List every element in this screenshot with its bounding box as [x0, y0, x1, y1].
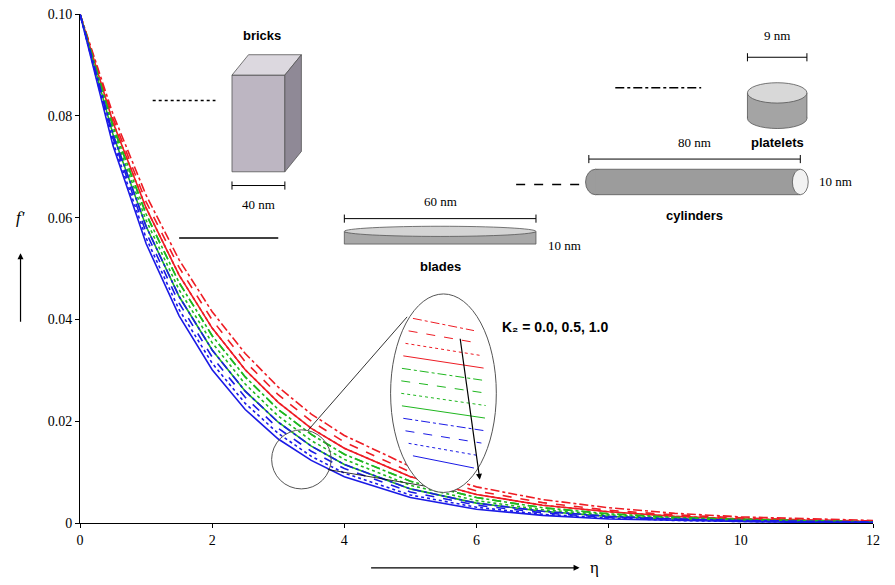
svg-text:10 nm: 10 nm — [548, 238, 581, 253]
svg-text:0.04: 0.04 — [48, 312, 73, 327]
svg-text:platelets: platelets — [751, 135, 804, 150]
svg-text:60 nm: 60 nm — [424, 194, 457, 209]
svg-text:0.08: 0.08 — [48, 109, 73, 124]
svg-text:0.10: 0.10 — [48, 7, 73, 22]
svg-text:6: 6 — [473, 533, 480, 548]
svg-text:40 nm: 40 nm — [242, 197, 275, 212]
svg-text:2: 2 — [209, 533, 216, 548]
svg-text:0.06: 0.06 — [48, 211, 73, 226]
svg-text:f': f' — [16, 208, 25, 227]
svg-text:12: 12 — [866, 533, 880, 548]
svg-text:0: 0 — [65, 516, 72, 531]
svg-text:cylinders: cylinders — [666, 208, 723, 223]
svg-text:8: 8 — [605, 533, 612, 548]
svg-text:10 nm: 10 nm — [819, 174, 852, 189]
svg-text:80 nm: 80 nm — [678, 135, 711, 150]
svg-text:0: 0 — [77, 533, 84, 548]
svg-text:10: 10 — [734, 533, 748, 548]
svg-text:4: 4 — [341, 533, 348, 548]
svg-text:K₂ = 0.0, 0.5, 1.0: K₂ = 0.0, 0.5, 1.0 — [502, 319, 608, 335]
svg-text:η: η — [590, 558, 599, 577]
svg-text:9 nm: 9 nm — [764, 28, 790, 43]
svg-text:0.02: 0.02 — [48, 414, 73, 429]
svg-text:blades: blades — [420, 259, 461, 274]
svg-text:bricks: bricks — [243, 28, 281, 43]
